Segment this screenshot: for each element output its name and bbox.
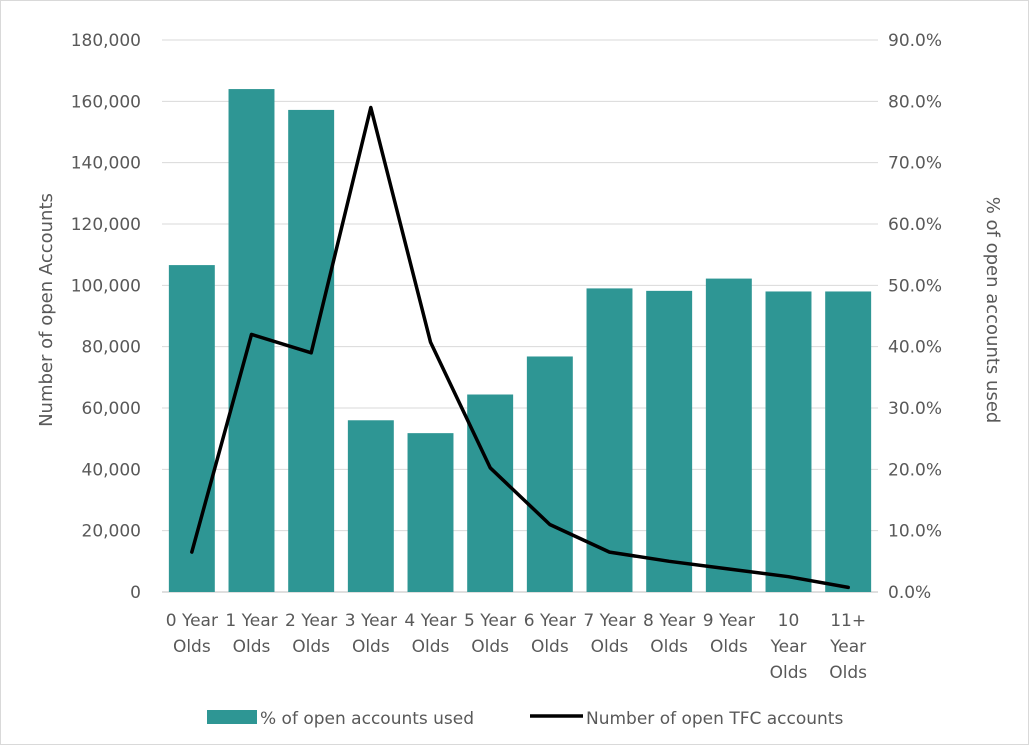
x-tick-label: 11+ Year Olds xyxy=(829,611,867,683)
x-tick-label: 4 Year Olds xyxy=(404,611,456,657)
bar xyxy=(765,291,812,592)
bar xyxy=(407,433,454,592)
right-tick-label: 20.0% xyxy=(888,460,942,480)
left-tick-label: 0 xyxy=(130,583,141,603)
legend-bar-swatch xyxy=(207,710,257,724)
left-axis-title: Number of open Accounts xyxy=(36,193,57,427)
left-axis-ticks: 0 20,000 40,000 60,000 80,000 100,000 120,000 1… xyxy=(71,31,141,603)
left-tick-label: 120,000 xyxy=(71,215,141,235)
right-tick-label: 0.0% xyxy=(888,583,931,603)
x-tick-label: 0 Year Olds xyxy=(166,611,218,657)
right-tick-label: 40.0% xyxy=(888,338,942,358)
legend: % of open accounts used Number of open T… xyxy=(207,709,843,729)
bar xyxy=(168,265,215,592)
bar xyxy=(705,278,752,592)
bar xyxy=(646,290,693,592)
bar xyxy=(526,356,573,592)
right-tick-label: 80.0% xyxy=(888,92,942,112)
gridlines xyxy=(162,39,878,593)
right-tick-label: 10.0% xyxy=(888,522,942,542)
legend-line-label: Number of open TFC accounts xyxy=(586,709,843,729)
x-tick-label: 2 Year Olds xyxy=(285,611,337,657)
x-tick-label: 6 Year Olds xyxy=(524,611,576,657)
right-tick-label: 50.0% xyxy=(888,276,942,296)
left-tick-label: 20,000 xyxy=(82,522,141,542)
bar xyxy=(825,291,872,592)
left-tick-label: 160,000 xyxy=(71,92,141,112)
right-tick-label: 30.0% xyxy=(888,399,942,419)
left-tick-label: 100,000 xyxy=(71,276,141,296)
x-tick-label: 8 Year Olds xyxy=(643,611,695,657)
left-tick-label: 80,000 xyxy=(82,338,141,358)
right-axis-ticks: 0.0% 10.0% 20.0% 30.0% 40.0% 50.0% 60.0% 70.0% 8… xyxy=(888,31,942,603)
x-tick-label: 10 Year Olds xyxy=(770,611,808,683)
x-tick-label: 5 Year Olds xyxy=(464,611,516,657)
line-series xyxy=(190,105,850,590)
left-tick-label: 180,000 xyxy=(71,31,141,51)
bar xyxy=(467,394,514,592)
right-tick-label: 60.0% xyxy=(888,215,942,235)
right-axis-title: % of open accounts used xyxy=(982,197,1003,424)
legend-bar-label: % of open accounts used xyxy=(260,709,474,729)
bar xyxy=(586,288,633,592)
x-tick-label: 7 Year Olds xyxy=(583,611,635,657)
left-tick-label: 140,000 xyxy=(71,154,141,174)
left-tick-label: 40,000 xyxy=(82,460,141,480)
x-tick-label: 1 Year Olds xyxy=(225,611,277,657)
x-tick-label: 3 Year Olds xyxy=(345,611,397,657)
right-tick-label: 90.0% xyxy=(888,31,942,51)
x-tick-label: 9 Year Olds xyxy=(703,611,755,657)
left-tick-label: 60,000 xyxy=(82,399,141,419)
line-path xyxy=(190,105,850,590)
bar xyxy=(347,420,394,592)
right-tick-label: 70.0% xyxy=(888,154,942,174)
